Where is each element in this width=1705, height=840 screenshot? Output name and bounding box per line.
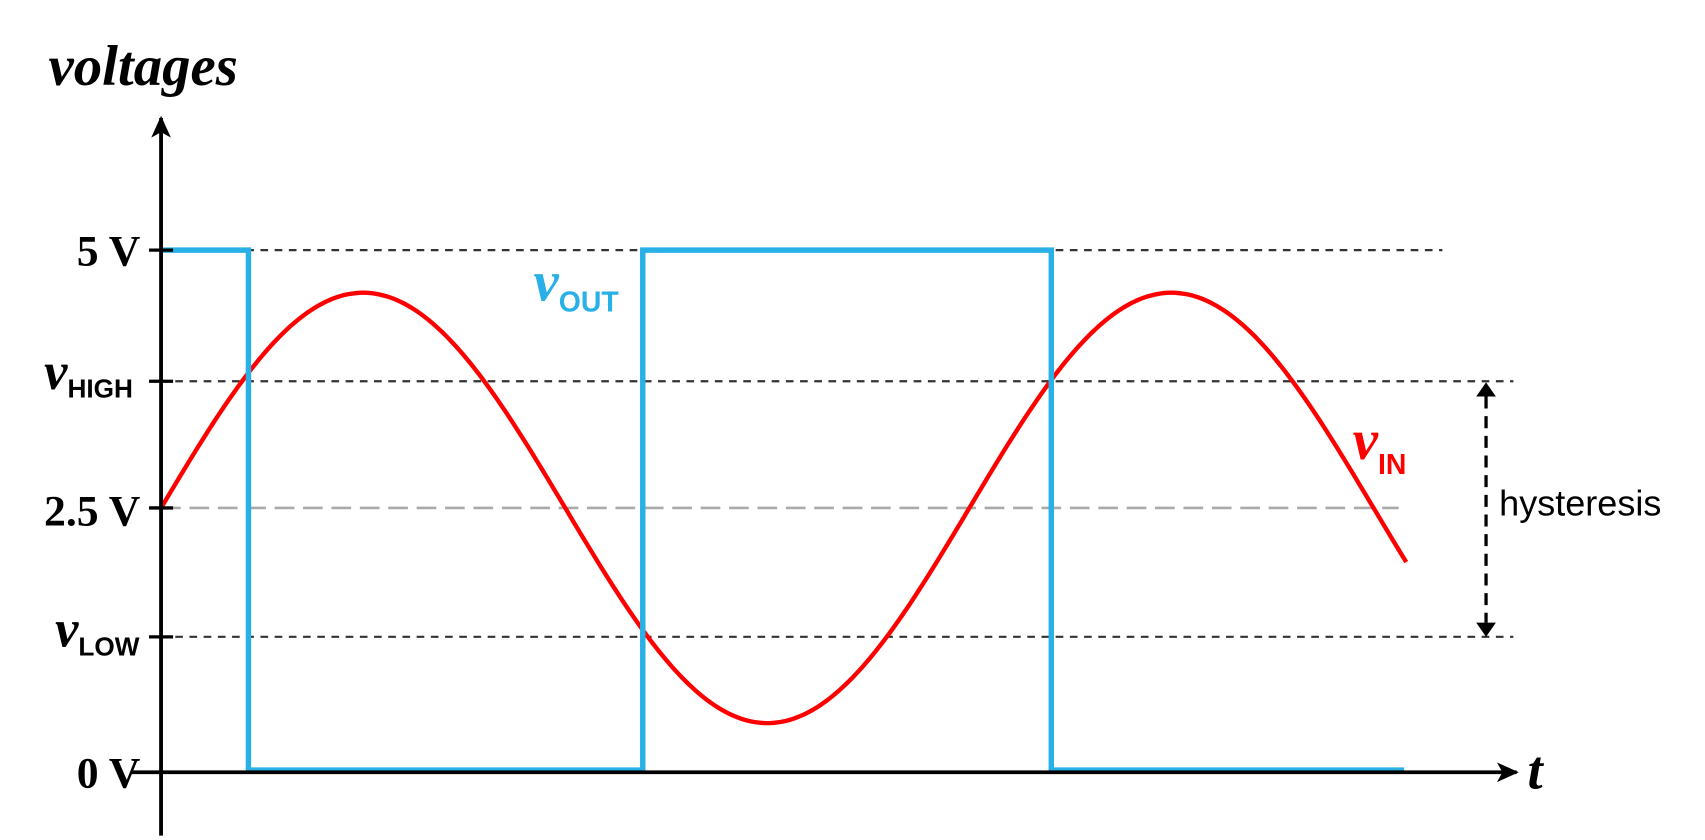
level-label: vLOW: [55, 601, 140, 662]
output-signal: [161, 247, 1405, 773]
arrow-head: [1476, 622, 1496, 637]
input-signal: [159, 290, 1409, 726]
subscript: IN: [1378, 449, 1406, 481]
level-label: 0 V: [77, 750, 141, 798]
tick-marks: [149, 248, 174, 639]
arrow-head: [1476, 382, 1496, 397]
subscript: LOW: [78, 631, 139, 661]
reference-lines: [161, 249, 1514, 638]
subscript: OUT: [559, 286, 620, 318]
y-axis-label: voltages: [49, 35, 238, 98]
level-label: 5 V: [77, 227, 141, 275]
subscript: HIGH: [67, 374, 133, 404]
level-label: vHIGH: [44, 343, 133, 404]
symbol: v: [1353, 409, 1379, 472]
level-label: 2.5 V: [44, 487, 141, 535]
annotation: hysteresis: [1499, 483, 1661, 524]
x-axis-label: t: [1528, 740, 1545, 801]
symbol: v: [44, 343, 68, 401]
signal-label: vIN: [1353, 409, 1407, 481]
symbol: v: [534, 250, 560, 313]
signal-label: vOUT: [534, 250, 620, 318]
symbol: v: [55, 601, 79, 659]
